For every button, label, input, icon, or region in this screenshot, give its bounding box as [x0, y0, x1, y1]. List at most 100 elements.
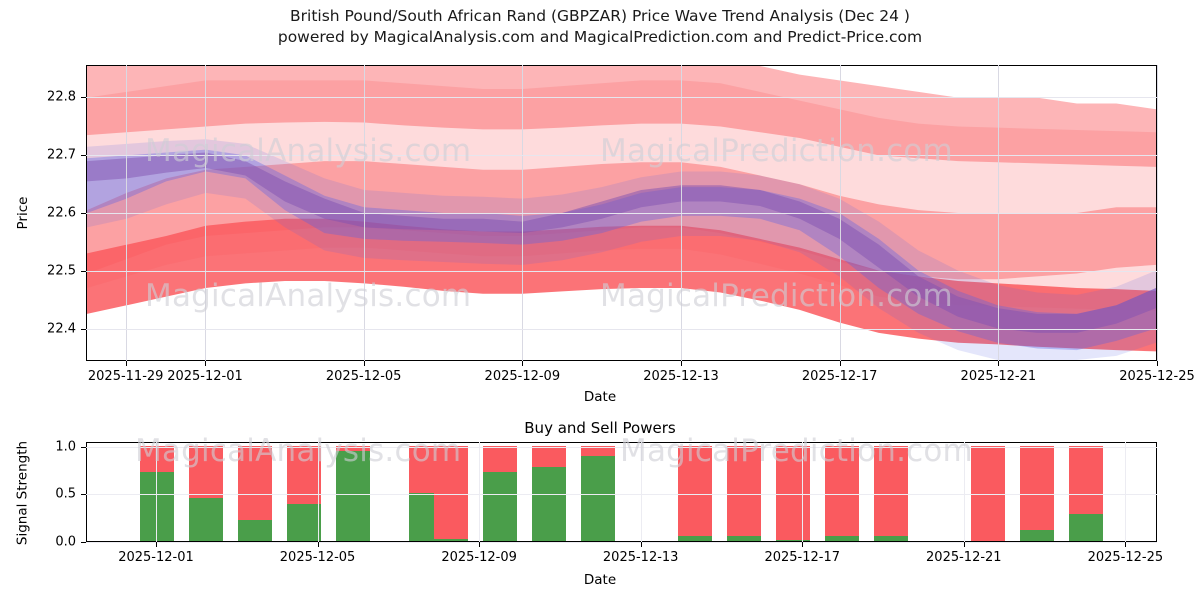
- signal-bar: [874, 445, 908, 541]
- signal-bar: [776, 445, 810, 541]
- buy-power-segment: [532, 466, 566, 541]
- signal-x-tick-label: 2025-12-13: [602, 550, 679, 565]
- signal-x-tick-label: 2025-12-25: [1087, 550, 1164, 565]
- price-gridline-vertical: [1157, 65, 1158, 361]
- signal-gridline-horizontal: [86, 542, 1157, 543]
- sell-power-segment: [971, 445, 1005, 541]
- signal-x-tick-label: 2025-12-17: [764, 550, 841, 565]
- chart-title-line-1: British Pound/South African Rand (GBPZAR…: [290, 7, 910, 25]
- price-x-tick-label: 2025-12-09: [484, 369, 561, 384]
- buy-power-segment: [189, 498, 223, 541]
- signal-bar: [434, 445, 468, 541]
- signal-x-tick-label: 2025-12-09: [441, 550, 517, 565]
- signal-bar: [1020, 445, 1054, 541]
- buy-power-segment: [1020, 529, 1054, 541]
- price-x-tickmark: [998, 361, 1000, 366]
- price-x-axis-label: Date: [583, 389, 617, 405]
- buy-power-segment: [678, 536, 712, 541]
- sell-power-segment: [776, 445, 810, 541]
- buy-sell-bars: [87, 443, 1156, 541]
- signal-x-tickmark: [1125, 542, 1127, 547]
- signal-y-tick-label: 0.5: [55, 486, 76, 502]
- signal-x-tickmark: [156, 542, 157, 547]
- wave-band-upper-red-band: [87, 66, 1156, 167]
- buy-power-segment: [776, 540, 810, 541]
- signal-bar: [483, 445, 517, 541]
- price-y-tick-label: 22.4: [47, 321, 76, 337]
- signal-bar: [727, 445, 761, 541]
- price-x-tick-label: 2025-12-05: [325, 369, 402, 384]
- price-y-tick-label: 22.7: [47, 147, 76, 163]
- price-wave-bands: [87, 66, 1156, 360]
- price-x-tickmark: [125, 361, 127, 366]
- buy-power-segment: [483, 472, 517, 541]
- price-y-tick-label: 22.8: [47, 89, 76, 105]
- buy-power-segment: [140, 472, 174, 541]
- signal-x-tickmark: [963, 542, 965, 547]
- buy-power-segment: [825, 536, 859, 541]
- price-x-tick-label: 2025-12-01: [167, 369, 243, 384]
- price-x-tickmark: [205, 361, 206, 366]
- sell-power-segment: [727, 445, 761, 537]
- signal-bar: [140, 445, 174, 541]
- sell-power-segment: [336, 445, 370, 452]
- sell-power-segment: [825, 445, 859, 537]
- sell-power-segment: [238, 445, 272, 521]
- signal-bar: [678, 445, 712, 541]
- price-x-tickmark: [681, 361, 682, 366]
- signal-bar: [581, 445, 615, 541]
- price-x-tickmark: [522, 361, 524, 366]
- price-x-tickmark: [1157, 361, 1158, 366]
- sell-power-segment: [287, 445, 321, 504]
- price-y-tick-label: 22.5: [47, 263, 76, 279]
- sell-power-segment: [434, 445, 468, 540]
- signal-y-tickmark: [81, 542, 86, 543]
- buy-power-segment: [727, 536, 761, 541]
- sell-power-segment: [678, 445, 712, 537]
- wave-band-lower-red-band: [87, 218, 1156, 352]
- price-x-tick-label: 2025-11-29: [87, 369, 164, 384]
- buy-power-segment: [287, 503, 321, 541]
- signal-x-tick-label: 2025-12-01: [118, 550, 194, 565]
- sell-power-segment: [140, 445, 174, 473]
- signal-y-tick-label: 1.0: [55, 439, 76, 455]
- sell-power-segment: [1069, 445, 1103, 515]
- price-x-tickmark: [363, 361, 365, 366]
- sell-power-segment: [1020, 445, 1054, 530]
- sell-power-segment: [581, 445, 615, 457]
- buy-power-segment: [434, 539, 468, 541]
- wave-band-purple-core-band: [87, 152, 1156, 333]
- signal-x-tickmark: [802, 542, 804, 547]
- signal-x-axis-label: Date: [583, 572, 617, 588]
- price-x-tick-label: 2025-12-13: [643, 369, 719, 384]
- sell-power-segment: [532, 445, 566, 467]
- chart-title-line-2: powered by MagicalAnalysis.com and Magic…: [277, 28, 923, 46]
- signal-bar: [287, 445, 321, 541]
- signal-x-tick-label: 2025-12-21: [926, 550, 1002, 565]
- buy-power-segment: [238, 520, 272, 541]
- price-wave-plot-area: [86, 65, 1157, 361]
- signal-bar: [1069, 445, 1103, 541]
- buy-power-segment: [336, 451, 370, 541]
- signal-x-tick-label: 2025-12-05: [279, 550, 356, 565]
- wave-band-mid-red-band: [87, 161, 1156, 280]
- signal-bar: [825, 445, 859, 541]
- sell-power-segment: [874, 445, 908, 537]
- signal-y-tick-label: 0.0: [55, 534, 76, 550]
- signal-bar: [238, 445, 272, 541]
- signal-bar: [971, 445, 1005, 541]
- signal-bar: [336, 445, 370, 541]
- wave-band-pale-blue-halo: [87, 139, 1156, 360]
- buy-power-segment: [1069, 514, 1103, 541]
- price-x-tick-label: 2025-12-21: [960, 369, 1037, 384]
- price-x-tick-label: 2025-12-25: [1119, 369, 1195, 384]
- price-y-axis-label: Price: [15, 196, 31, 230]
- buy-sell-plot-area: [86, 442, 1157, 542]
- signal-bar: [532, 445, 566, 541]
- buy-power-segment: [874, 536, 908, 541]
- price-x-tickmark: [839, 361, 841, 366]
- signal-x-tickmark: [479, 542, 481, 547]
- chart-title-block: British Pound/South African Rand (GBPZAR…: [0, 6, 1200, 48]
- sell-power-segment: [483, 445, 517, 473]
- price-x-tick-label: 2025-12-17: [801, 369, 878, 384]
